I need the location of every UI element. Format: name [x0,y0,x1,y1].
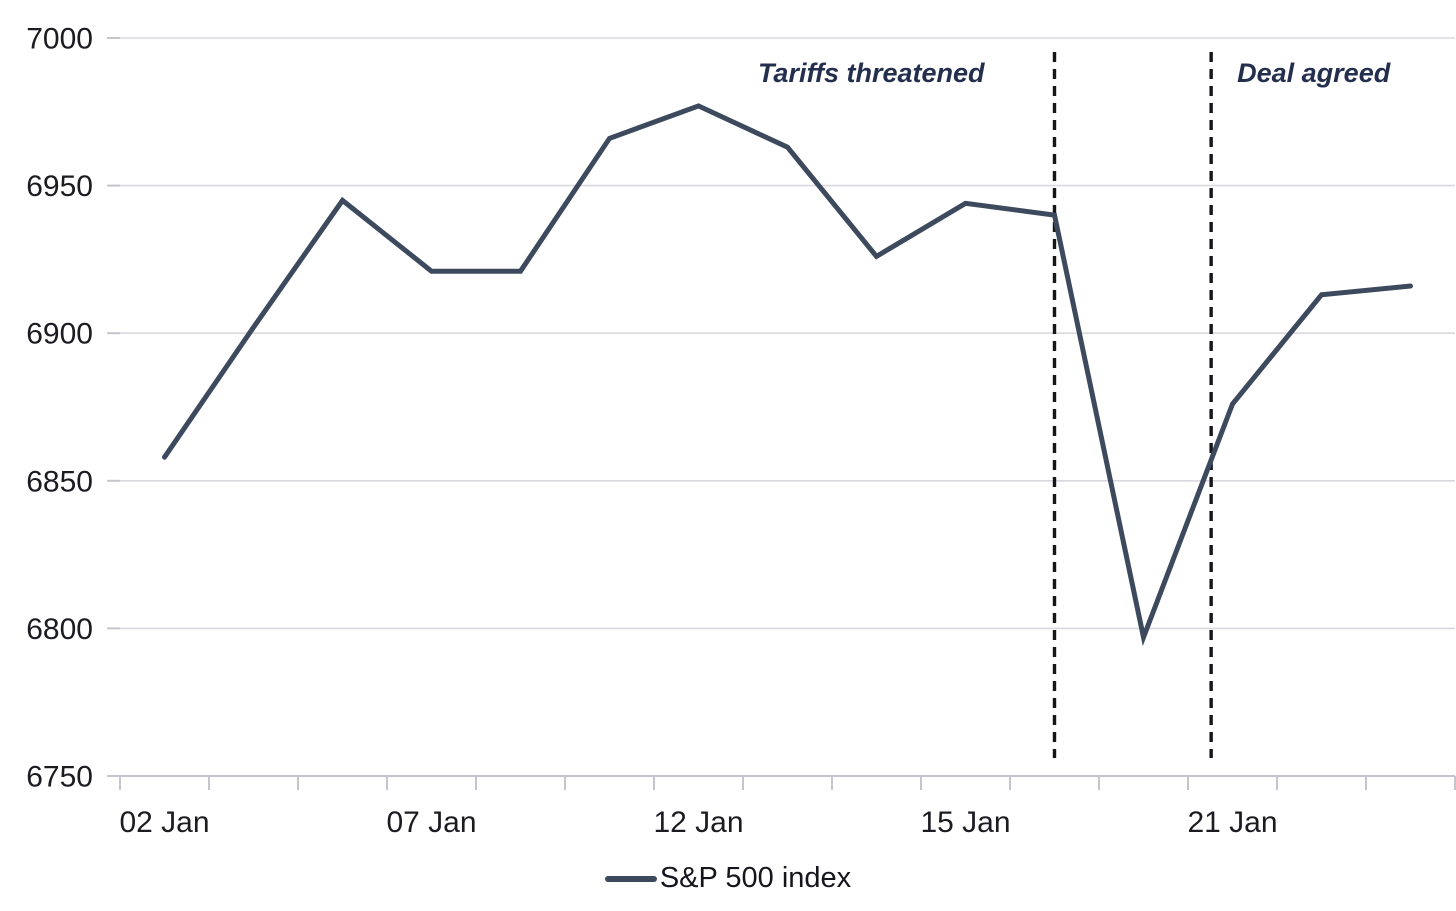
y-axis-label: 6800 [26,613,93,646]
x-axis-label: 07 Jan [386,806,476,839]
annotation-label: Tariffs threatened [758,58,985,88]
x-axis-label: 15 Jan [920,806,1010,839]
annotation-label: Deal agreed [1237,58,1391,88]
y-axis-label: 6900 [26,318,93,351]
y-axis-label: 6850 [26,465,93,498]
y-axis-label: 6750 [26,761,93,794]
x-axis-label: 02 Jan [119,806,209,839]
x-axis-label: 21 Jan [1187,806,1277,839]
y-axis-label: 7000 [26,23,93,56]
x-axis-label: 12 Jan [653,806,743,839]
y-axis-label: 6950 [26,170,93,203]
series-line-sp500 [162,103,1413,647]
